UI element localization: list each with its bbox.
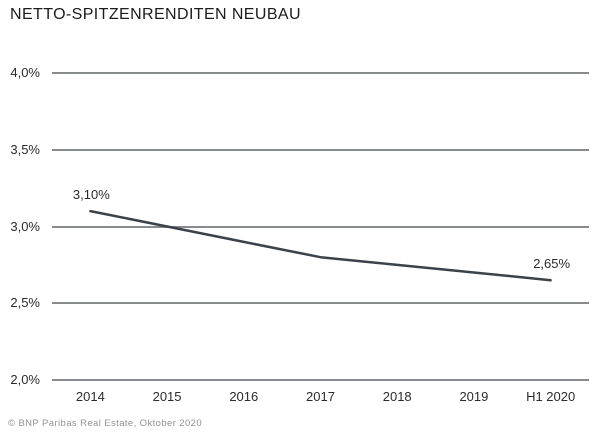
x-tick-label: 2016 <box>229 389 259 404</box>
point-value-label: 2,65% <box>533 256 571 272</box>
y-tick-label: 4,0% <box>10 65 40 80</box>
gridline <box>52 302 589 305</box>
point-value-label: 3,10% <box>72 187 110 203</box>
gridline <box>52 148 589 151</box>
copyright-note: © BNP Paribas Real Estate, Oktober 2020 <box>8 418 203 429</box>
gridline <box>52 225 589 228</box>
x-tick-label: 2018 <box>382 389 412 404</box>
y-tick-label: 2,0% <box>10 372 40 387</box>
y-tick-label: 3,0% <box>10 218 40 234</box>
y-tick-label: 2,5% <box>10 295 40 311</box>
x-tick-label: 2014 <box>75 389 105 404</box>
y-tick-label: 3,5% <box>10 141 40 157</box>
gridline <box>52 72 589 74</box>
trend-line <box>89 209 552 282</box>
gridline <box>52 379 589 381</box>
chart-title: NETTO-SPITZENRENDITEN NEUBAU <box>10 6 301 23</box>
x-tick-label: 2015 <box>152 389 182 404</box>
x-tick-label: 2017 <box>306 389 335 404</box>
x-tick-label: H1 2020 <box>526 389 576 404</box>
x-tick-label: 2019 <box>459 389 489 404</box>
